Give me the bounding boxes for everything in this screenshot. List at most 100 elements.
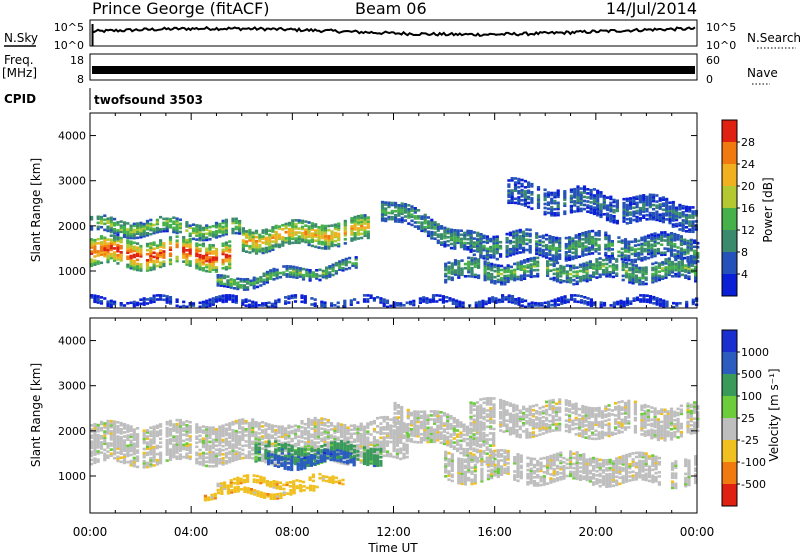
heatmap-cell (254, 235, 259, 239)
heatmap-cell (330, 440, 334, 443)
heatmap-cell (119, 432, 123, 435)
heatmap-cell (145, 261, 150, 264)
heatmap-cell (467, 274, 471, 278)
heatmap-cell (116, 451, 120, 454)
heatmap-cell (658, 197, 662, 200)
heatmap-cell (99, 451, 104, 454)
heatmap-cell (681, 215, 685, 218)
heatmap-cell (208, 456, 212, 460)
heatmap-cell (168, 226, 173, 229)
heatmap-cell (395, 450, 399, 453)
heatmap-cell (320, 232, 324, 236)
heatmap-cell (487, 301, 491, 304)
heatmap-cell (694, 275, 698, 279)
heatmap-cell (634, 274, 638, 278)
heatmap-cell (264, 432, 268, 435)
heatmap-cell (389, 440, 393, 444)
heatmap-cell (443, 240, 447, 244)
heatmap-cell (632, 214, 636, 218)
heatmap-cell (323, 245, 328, 248)
heatmap-cell (310, 435, 314, 439)
heatmap-cell (339, 429, 344, 432)
heatmap-cell (155, 432, 159, 436)
heatmap-cell (440, 233, 444, 236)
heatmap-cell (675, 222, 679, 226)
heatmap-cell (648, 297, 653, 300)
heatmap-cell (241, 428, 245, 431)
heatmap-cell (211, 440, 215, 444)
heatmap-cell (245, 242, 249, 245)
heatmap-cell (444, 272, 448, 276)
heatmap-cell (574, 254, 578, 258)
heatmap-cell (363, 230, 367, 233)
heatmap-cell (380, 204, 385, 208)
heatmap-cell (622, 212, 626, 215)
heatmap-cell (234, 446, 238, 449)
heatmap-cell (640, 236, 644, 240)
heatmap-cell (573, 298, 577, 301)
heatmap-cell (205, 255, 209, 259)
heatmap-cell (684, 268, 688, 271)
heatmap-cell (666, 241, 670, 245)
heatmap-cell (274, 461, 278, 465)
heatmap-cell (93, 296, 97, 300)
heatmap-cell (224, 253, 228, 257)
heatmap-cell (346, 438, 350, 442)
heatmap-cell (310, 236, 314, 239)
heatmap-cell (420, 215, 424, 218)
heatmap-cell (188, 237, 192, 241)
heatmap-cell (423, 215, 427, 219)
heatmap-cell (126, 249, 130, 252)
heatmap-cell (224, 423, 228, 426)
heatmap-cell (178, 431, 182, 434)
heatmap-cell (257, 438, 261, 441)
heatmap-cell (323, 228, 328, 232)
heatmap-cell (484, 300, 488, 304)
heatmap-cell (231, 231, 235, 235)
heatmap-cell (168, 421, 173, 425)
heatmap-cell (315, 269, 319, 272)
heatmap-cell (313, 416, 317, 420)
heatmap-cell (496, 280, 500, 284)
freq-trace (92, 66, 695, 74)
heatmap-cell (509, 273, 513, 277)
heatmap-cell (552, 262, 556, 265)
heatmap-cell (635, 197, 639, 201)
heatmap-cell (451, 302, 455, 305)
heatmap-cell (185, 253, 189, 256)
heatmap-cell (483, 272, 487, 276)
heatmap-cell (275, 274, 279, 278)
heatmap-cell (562, 265, 566, 269)
heatmap-cell (241, 430, 245, 433)
heatmap-cell (441, 301, 445, 304)
heatmap-cell (323, 438, 327, 441)
heatmap-cell (261, 251, 265, 255)
heatmap-cell (208, 270, 212, 273)
heatmap-cell (473, 261, 477, 264)
heatmap-cell (399, 451, 403, 455)
heatmap-cell (489, 245, 493, 249)
heatmap-cell (142, 433, 146, 437)
heatmap-cell (486, 273, 490, 277)
heatmap-cell (513, 183, 518, 186)
heatmap-cell (457, 260, 461, 263)
heatmap-cell (168, 438, 173, 441)
heatmap-cell (422, 298, 426, 301)
heatmap-cell (119, 456, 123, 459)
heatmap-cell (175, 257, 179, 261)
heatmap-cell (223, 274, 227, 278)
heatmap-cell (310, 423, 314, 426)
heatmap-cell (460, 273, 464, 277)
heatmap-cell (596, 191, 600, 195)
heatmap-cell (625, 203, 629, 207)
heatmap-cell (543, 206, 547, 210)
heatmap-cell (689, 257, 693, 260)
heatmap-cell (254, 421, 258, 424)
heatmap-cell (642, 206, 646, 209)
heatmap-cell (576, 189, 580, 193)
heatmap-cell (241, 456, 245, 460)
heatmap-cell (198, 249, 202, 253)
heatmap-cell (362, 441, 367, 445)
heatmap-cell (450, 272, 454, 275)
heatmap-cell (535, 244, 539, 247)
